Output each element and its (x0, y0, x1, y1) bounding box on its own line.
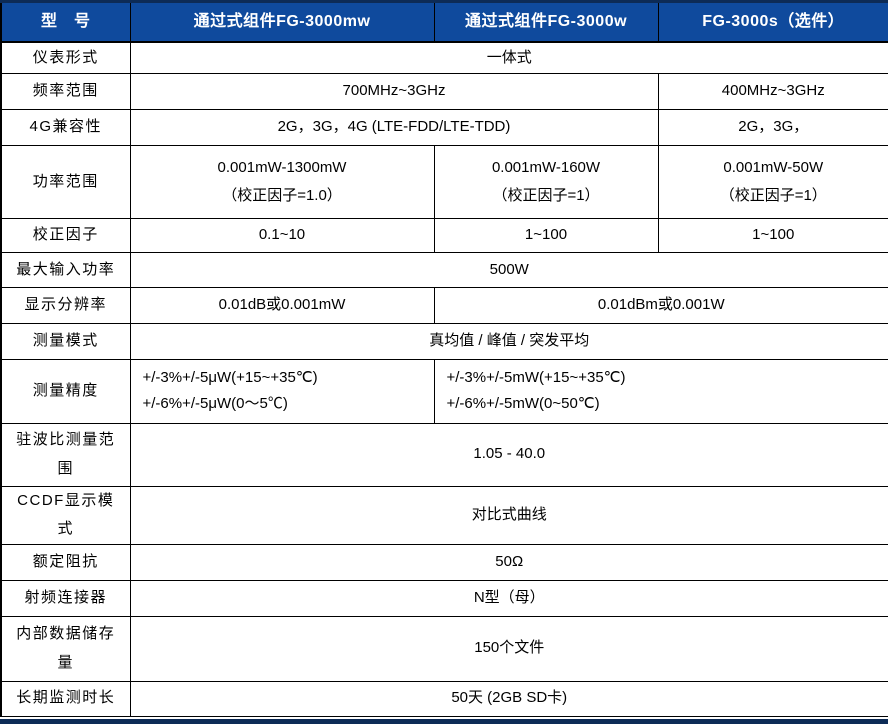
value-ccdf-display-mode: 对比式曲线 (129, 485, 888, 545)
row-label-measure-mode: 测量模式 (0, 323, 131, 360)
value-max-input-power: 500W (129, 252, 888, 288)
row-rated-impedance: 额定阻抗 50Ω (0, 543, 888, 581)
row-cal-factor: 校正因子 0.1~10 1~100 1~100 (0, 218, 888, 253)
row-label-monitoring-duration: 长期监测时长 (0, 680, 131, 717)
value-line-1: 0.001mW-50W (723, 158, 824, 176)
value-display-resolution-w: 0.01dBm或0.001W (433, 287, 888, 324)
value-cal-factor-3000mw: 0.1~10 (129, 218, 435, 253)
value-measure-accuracy-w: +/-3%+/-5mW(+15~+35℃) +/-6%+/-5mW(0~50℃) (433, 359, 888, 424)
value-cal-factor-3000w: 1~100 (433, 218, 659, 253)
row-label-internal-storage: 内部数据储存量 (0, 615, 131, 682)
value-display-resolution-mw: 0.01dB或0.001mW (129, 287, 435, 324)
row-vswr-range: 驻波比测量范围 1.05 - 40.0 (0, 422, 888, 487)
row-measure-accuracy: 测量精度 +/-3%+/-5μW(+15~+35℃) +/-6%+/-5μW(0… (0, 359, 888, 424)
header-row: 型 号 通过式组件FG-3000mw 通过式组件FG-3000w FG-3000… (0, 1, 888, 43)
value-line-2: （校正因子=1） (719, 187, 827, 204)
row-4g-compatibility: 4G兼容性 2G，3G，4G (LTE-FDD/LTE-TDD) 2G，3G， (0, 109, 888, 146)
row-ccdf-display-mode: CCDF显示模式 对比式曲线 (0, 485, 888, 545)
bottom-accent-bar (0, 718, 888, 724)
header-cell-model: 型 号 (0, 1, 131, 43)
row-label-cal-factor: 校正因子 (0, 218, 131, 253)
header-cell-fg3000w: 通过式组件FG-3000w (433, 1, 659, 43)
row-label-measure-accuracy: 测量精度 (0, 359, 131, 424)
row-label-display-resolution: 显示分辨率 (0, 287, 131, 324)
value-monitoring-duration: 50天 (2GB SD卡) (129, 680, 888, 717)
value-rf-connector: N型（母） (129, 579, 888, 617)
value-line-2: +/-6%+/-5μW(0～5℃) (142, 395, 288, 413)
value-line-2: （校正因子=1） (492, 187, 600, 204)
value-line-2: +/-6%+/-5mW(0~50℃) (446, 395, 600, 413)
row-label-max-input-power: 最大输入功率 (0, 252, 131, 288)
value-4g-compatibility-option: 2G，3G， (657, 109, 888, 146)
value-vswr-range: 1.05 - 40.0 (129, 422, 888, 487)
row-instrument-form: 仪表形式 一体式 (0, 41, 888, 74)
value-line-1: +/-3%+/-5μW(+15~+35℃) (142, 369, 318, 386)
row-label-4g-compatibility: 4G兼容性 (0, 109, 131, 146)
row-rf-connector: 射频连接器 N型（母） (0, 579, 888, 617)
value-line-1: +/-3%+/-5mW(+15~+35℃) (446, 369, 626, 386)
value-internal-storage: 150个文件 (129, 615, 888, 682)
value-line-1: 0.001mW-160W (491, 158, 601, 176)
value-instrument-form: 一体式 (129, 41, 888, 74)
value-line-1: 0.001mW-1300mW (217, 158, 347, 176)
row-internal-storage: 内部数据储存量 150个文件 (0, 615, 888, 682)
row-label-ccdf-display-mode: CCDF显示模式 (0, 485, 131, 545)
row-label-instrument-form: 仪表形式 (0, 41, 131, 74)
value-frequency-range-option: 400MHz~3GHz (657, 73, 888, 110)
row-label-power-range: 功率范围 (0, 145, 131, 219)
row-label-rf-connector: 射频连接器 (0, 579, 131, 617)
value-line-2: （校正因子=1.0） (222, 187, 342, 204)
row-label-rated-impedance: 额定阻抗 (0, 543, 131, 581)
header-cell-fg3000s: FG-3000s（选件） (657, 1, 888, 43)
row-label-vswr-range: 驻波比测量范围 (0, 422, 131, 487)
row-frequency-range: 频率范围 700MHz~3GHz 400MHz~3GHz (0, 73, 888, 110)
value-4g-compatibility-main: 2G，3G，4G (LTE-FDD/LTE-TDD) (129, 109, 659, 146)
row-display-resolution: 显示分辨率 0.01dB或0.001mW 0.01dBm或0.001W (0, 287, 888, 324)
value-power-range-3000w: 0.001mW-160W （校正因子=1） (433, 145, 659, 219)
value-cal-factor-3000s: 1~100 (657, 218, 888, 253)
value-power-range-3000mw: 0.001mW-1300mW （校正因子=1.0） (129, 145, 435, 219)
row-measure-mode: 测量模式 真均值 / 峰值 / 突发平均 (0, 323, 888, 360)
value-power-range-3000s: 0.001mW-50W （校正因子=1） (657, 145, 888, 219)
value-measure-mode: 真均值 / 峰值 / 突发平均 (129, 323, 888, 360)
row-power-range: 功率范围 0.001mW-1300mW （校正因子=1.0） 0.001mW-1… (0, 145, 888, 219)
value-rated-impedance: 50Ω (129, 543, 888, 581)
row-label-frequency-range: 频率范围 (0, 73, 131, 110)
row-max-input-power: 最大输入功率 500W (0, 252, 888, 288)
value-measure-accuracy-mw: +/-3%+/-5μW(+15~+35℃) +/-6%+/-5μW(0～5℃) (129, 359, 435, 424)
header-cell-fg3000mw: 通过式组件FG-3000mw (129, 1, 435, 43)
row-monitoring-duration: 长期监测时长 50天 (2GB SD卡) (0, 680, 888, 717)
value-frequency-range-main: 700MHz~3GHz (129, 73, 659, 110)
